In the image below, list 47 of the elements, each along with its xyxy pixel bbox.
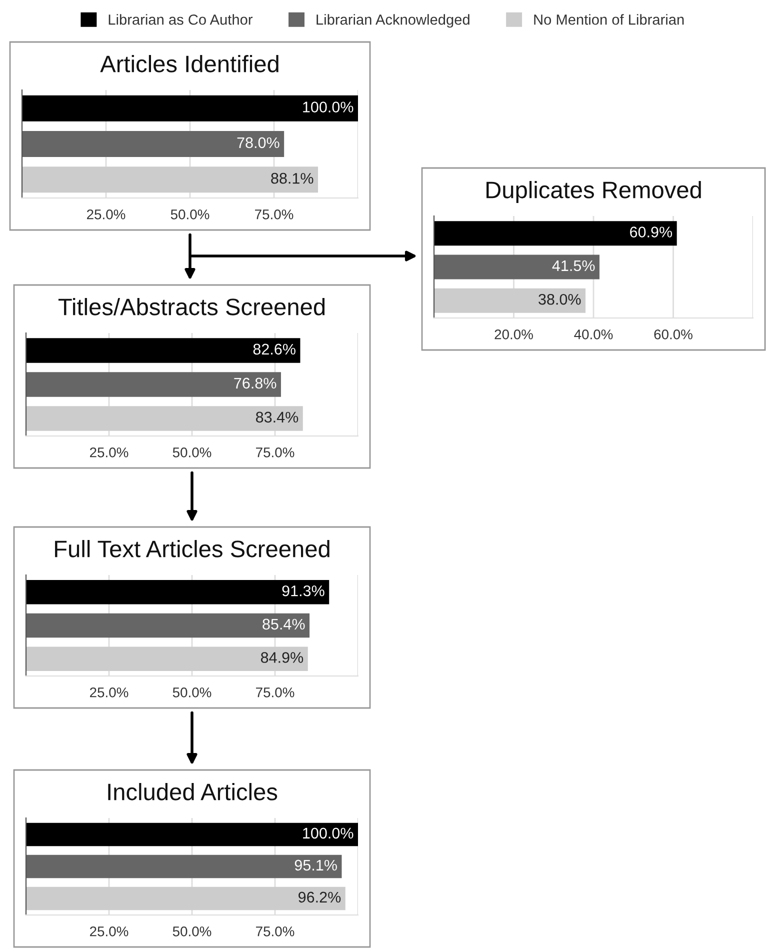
bar <box>26 822 358 846</box>
data-label: 83.4% <box>256 412 298 423</box>
data-label: 78.0% <box>237 137 280 148</box>
x-tick-label: 40.0% <box>574 329 613 340</box>
x-tick-label: 50.0% <box>172 687 212 698</box>
data-label: 84.9% <box>260 652 304 663</box>
legend-label: No Mention of Librarian <box>534 14 684 25</box>
data-label: 95.1% <box>294 860 337 871</box>
chart-title: Duplicates Removed <box>486 180 701 204</box>
data-label: 41.5% <box>552 260 595 272</box>
bar <box>22 166 318 193</box>
data-label: 38.0% <box>538 294 581 305</box>
x-tick-label: 25.0% <box>90 447 128 458</box>
data-label: 60.9% <box>630 226 672 238</box>
x-tick-label: 50.0% <box>170 209 210 220</box>
bar <box>22 131 284 157</box>
bar <box>434 221 677 246</box>
chart-title: Titles/Abstracts Screened <box>58 298 325 316</box>
chart-title: Full Text Articles Screened <box>55 540 330 558</box>
x-tick-label: 25.0% <box>90 687 128 698</box>
x-tick-label: 20.0% <box>494 329 533 340</box>
bar <box>26 886 346 910</box>
bar <box>434 254 600 280</box>
data-label: 85.4% <box>262 618 305 630</box>
x-tick-label: 50.0% <box>172 926 212 936</box>
x-tick-label: 75.0% <box>256 926 294 936</box>
bar <box>434 288 586 313</box>
x-tick-label: 60.0% <box>654 329 692 340</box>
x-tick-label: 75.0% <box>255 209 294 220</box>
data-label: 88.1% <box>271 172 314 184</box>
legend-label: Librarian Acknowledged <box>316 14 470 28</box>
x-tick-label: 25.0% <box>90 926 128 936</box>
x-tick-label: 25.0% <box>87 209 126 220</box>
bar <box>22 95 358 122</box>
x-tick-label: 75.0% <box>256 687 294 698</box>
chart-title: Articles Identified <box>100 54 278 72</box>
data-label: 96.2% <box>298 892 341 903</box>
bar <box>26 854 342 878</box>
data-label: 100.0% <box>303 828 354 839</box>
x-tick-label: 75.0% <box>256 447 294 458</box>
legend-label: Librarian as Co Author <box>108 14 253 25</box>
data-label: 91.3% <box>282 585 324 596</box>
chart-title: Included Articles <box>108 782 278 800</box>
data-label: 76.8% <box>234 378 276 389</box>
data-label: 100.0% <box>303 102 354 112</box>
data-label: 82.6% <box>253 344 296 355</box>
x-tick-label: 50.0% <box>172 447 212 458</box>
